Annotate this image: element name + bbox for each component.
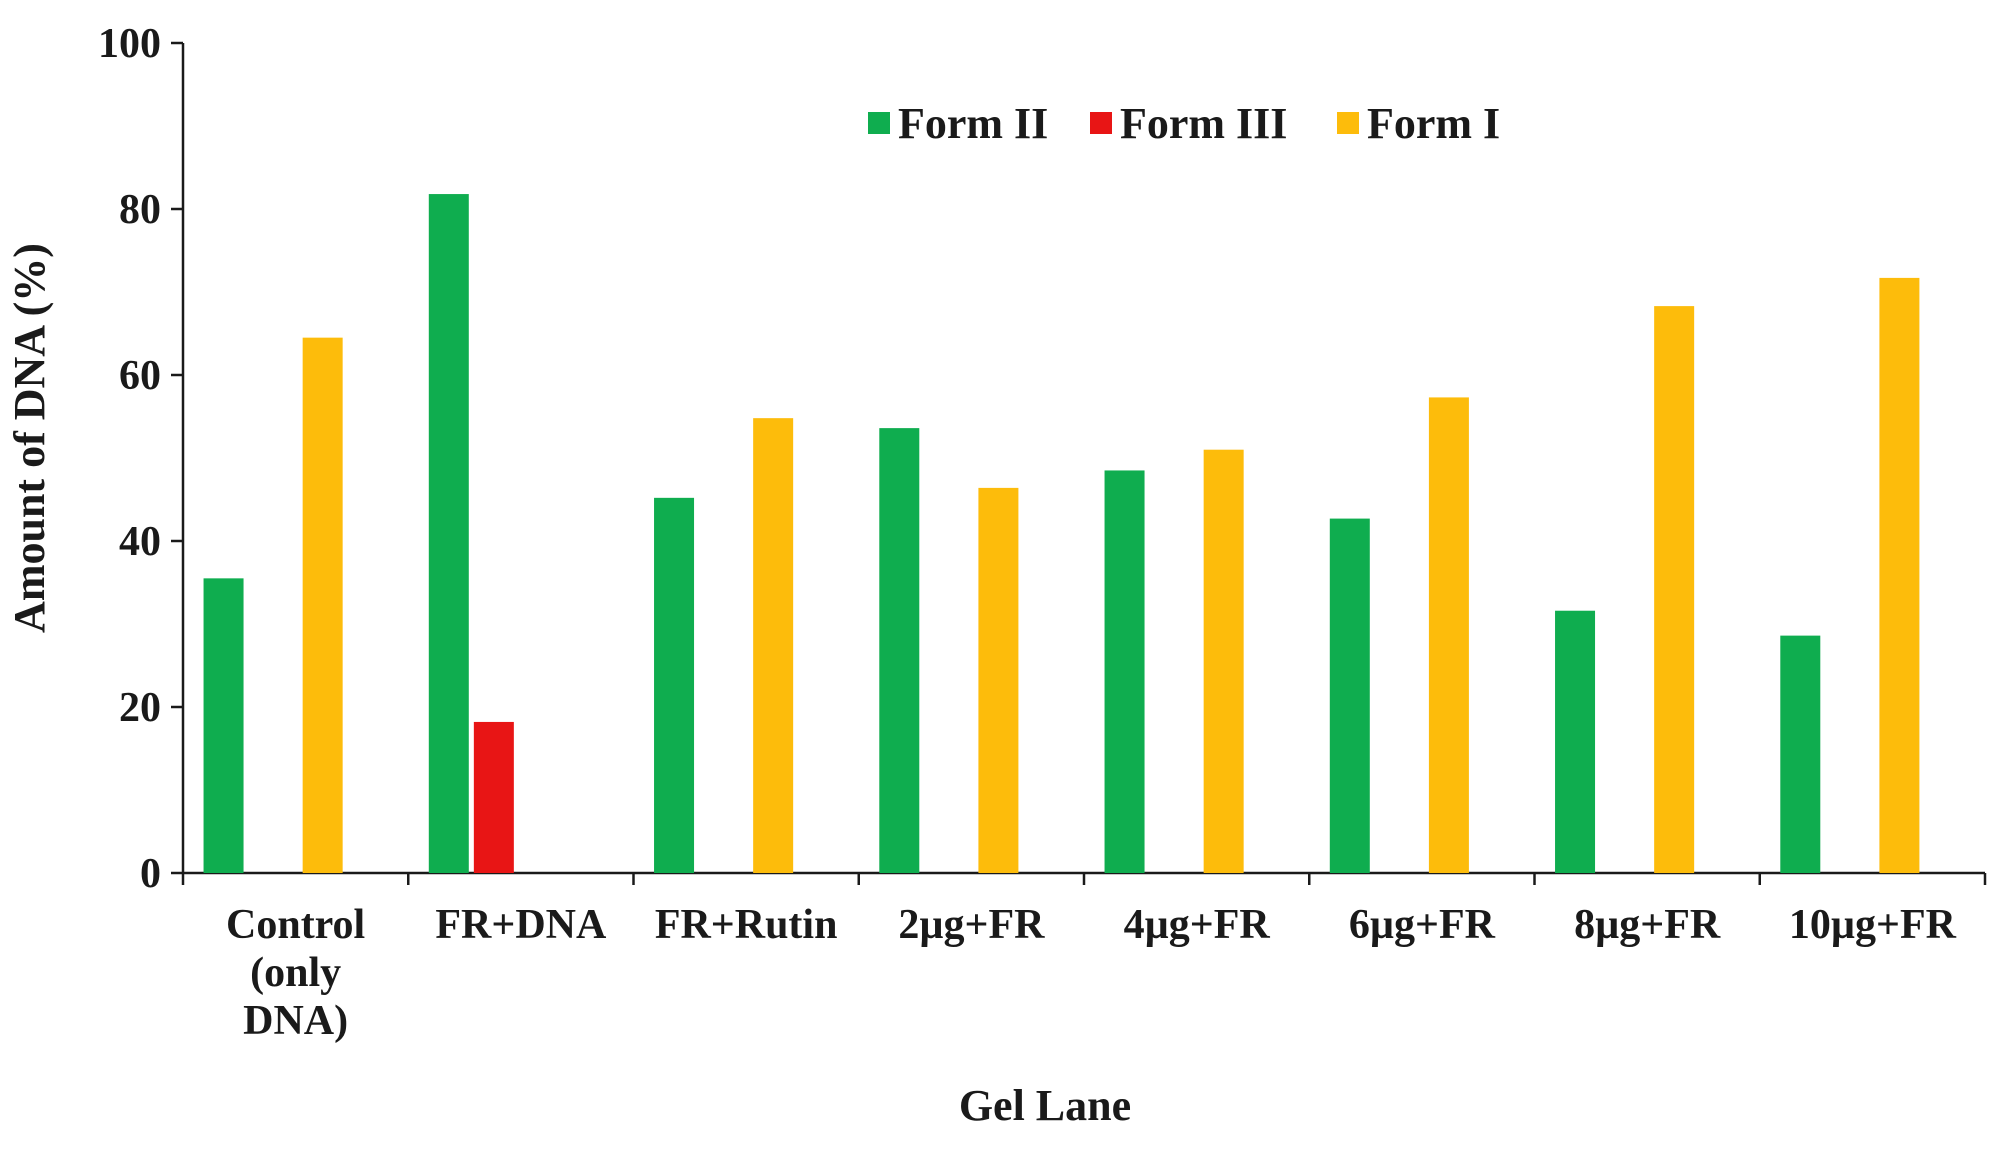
x-tick-label: Control (only DNA) — [226, 902, 365, 1044]
legend-swatch — [1090, 112, 1112, 134]
bar-form-iii — [473, 721, 514, 873]
legend-item: Form II — [868, 99, 1048, 148]
x-axis: Control (only DNA) FR+DNA FR+Rutin 2µg+FR 4µg+… — [181, 871, 1987, 1044]
bar-form-i — [978, 487, 1019, 873]
bar-form-ii — [1555, 610, 1596, 873]
bar-form-i — [1879, 277, 1920, 873]
x-tick-label: 2µg+FR — [898, 902, 1045, 948]
bar-form-ii — [428, 194, 469, 873]
y-tick-label: 100 — [98, 21, 161, 67]
bar-form-ii — [1329, 518, 1370, 873]
bars — [203, 194, 1920, 873]
x-tick-label: 4µg+FR — [1124, 902, 1271, 948]
x-tick-label: 8µg+FR — [1574, 902, 1721, 948]
legend-label: Form II — [898, 99, 1048, 148]
bar-form-i — [753, 418, 794, 873]
legend-label: Form III — [1120, 99, 1287, 148]
y-tick-label: 0 — [140, 851, 161, 897]
y-axis-title: Amount of DNA (%) — [5, 243, 54, 633]
bar-form-i — [302, 337, 343, 873]
bar-form-ii — [654, 497, 695, 873]
bar-form-i — [1428, 397, 1469, 873]
legend-swatch — [868, 112, 890, 134]
legend-label: Form I — [1367, 99, 1500, 148]
x-tick-label: 10µg+FR — [1789, 902, 1957, 948]
y-tick-label: 60 — [119, 353, 161, 399]
legend-swatch — [1337, 112, 1359, 134]
legend: Form II Form III Form I — [868, 99, 1500, 148]
legend-item: Form I — [1337, 99, 1500, 148]
x-axis-title: Gel Lane — [959, 1081, 1131, 1130]
bar-form-ii — [1780, 635, 1821, 873]
x-tick-label: FR+Rutin — [655, 902, 838, 948]
x-tick-label: FR+DNA — [435, 902, 607, 948]
bar-form-ii — [1104, 470, 1145, 873]
y-tick-label: 20 — [119, 685, 161, 731]
y-tick-label: 80 — [119, 187, 161, 233]
y-axis: 0 20 40 60 80 100 — [98, 21, 185, 897]
bar-form-ii — [203, 578, 244, 873]
bar-form-ii — [879, 428, 920, 873]
bar-form-i — [1654, 306, 1695, 873]
bar-form-i — [1203, 449, 1244, 873]
legend-item: Form III — [1090, 99, 1287, 148]
y-tick-label: 40 — [119, 519, 161, 565]
x-tick-label: 6µg+FR — [1349, 902, 1496, 948]
